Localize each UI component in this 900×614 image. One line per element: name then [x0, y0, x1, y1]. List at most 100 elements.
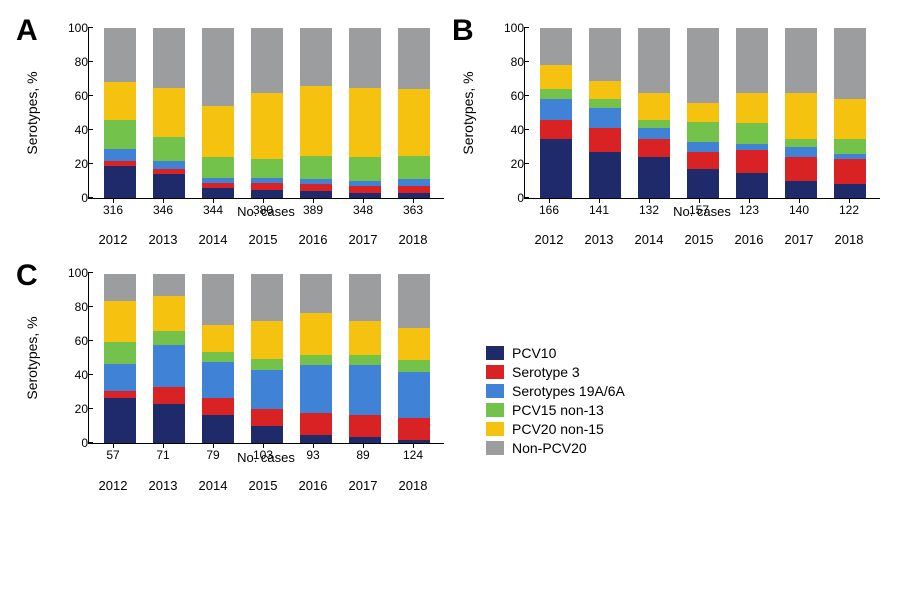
y-tick: 80: [56, 300, 88, 314]
segment-pcv10: [300, 191, 332, 198]
segment-pcv20non15: [785, 93, 817, 139]
segment-pcv15non13: [540, 89, 572, 99]
bar: [349, 28, 381, 198]
y-tick: 20: [56, 402, 88, 416]
segment-sero19a6a: [398, 372, 430, 418]
segment-nonpcv20: [687, 28, 719, 103]
segment-pcv10: [589, 152, 621, 198]
x-tick-case: 389: [297, 199, 329, 217]
segment-nonpcv20: [300, 28, 332, 86]
x-tick-year: 2013: [147, 233, 179, 247]
segment-pcv10: [202, 415, 234, 444]
chart-wrap: Serotypes, %020406080100: [456, 20, 880, 199]
y-axis-label: Serotypes, %: [24, 317, 40, 400]
segment-pcv20non15: [251, 321, 283, 358]
y-tick: 20: [56, 157, 88, 171]
segment-pcv15non13: [834, 139, 866, 154]
segment-pcv15non13: [785, 139, 817, 148]
bar: [736, 28, 768, 198]
segment-sero19a6a: [540, 99, 572, 119]
legend-label: Serotypes 19A/6A: [512, 383, 625, 399]
bar: [104, 28, 136, 198]
panel-c: CSerotypes, %020406080100577179103938912…: [20, 265, 444, 492]
x-tick-case: 57: [97, 444, 129, 462]
segment-sero3: [785, 157, 817, 181]
segment-sero19a6a: [349, 365, 381, 414]
y-tick: 100: [56, 21, 88, 35]
segment-sero3: [251, 409, 283, 426]
legend-label: Non-PCV20: [512, 440, 587, 456]
bar: [104, 274, 136, 444]
segment-pcv20non15: [104, 301, 136, 342]
segment-pcv20non15: [638, 93, 670, 120]
segment-pcv10: [540, 139, 572, 199]
segment-sero3: [251, 183, 283, 190]
segment-pcv15non13: [104, 120, 136, 149]
segment-pcv10: [349, 437, 381, 444]
bar: [202, 28, 234, 198]
stacked-bar-plot: [524, 28, 880, 199]
panel-b: BSerotypes, %020406080100166141132157123…: [456, 20, 880, 247]
segment-pcv20non15: [736, 93, 768, 124]
y-tick: 100: [56, 266, 88, 280]
legend-swatch: [486, 403, 504, 417]
x-tick-year: 2018: [397, 233, 429, 247]
segment-pcv10: [153, 174, 185, 198]
legend-swatch: [486, 346, 504, 360]
segment-pcv15non13: [202, 352, 234, 362]
legend-swatch: [486, 384, 504, 398]
y-tick: 20: [492, 157, 524, 171]
x-tick-year: 2016: [733, 233, 765, 247]
segment-sero3: [349, 186, 381, 193]
x-tick-year: 2013: [583, 233, 615, 247]
segment-sero3: [398, 186, 430, 193]
x-tick-case: 89: [347, 444, 379, 462]
bar: [834, 28, 866, 198]
legend-item-sero3: Serotype 3: [486, 364, 880, 380]
y-axis: Serotypes, %020406080100: [486, 28, 524, 198]
x-tick-year: 2014: [633, 233, 665, 247]
x-tick-case: 141: [583, 199, 615, 217]
segment-pcv20non15: [300, 313, 332, 356]
segment-sero3: [398, 418, 430, 440]
segment-pcv15non13: [300, 156, 332, 180]
segment-pcv20non15: [540, 65, 572, 89]
segment-pcv20non15: [300, 86, 332, 156]
x-ticks-years: 2012201320142015201620172018: [494, 221, 880, 247]
bar: [300, 274, 332, 444]
segment-pcv15non13: [736, 123, 768, 143]
x-tick-case: 122: [833, 199, 865, 217]
segment-pcv20non15: [202, 106, 234, 157]
x-tick-case: 79: [197, 444, 229, 462]
segment-pcv10: [153, 404, 185, 443]
segment-sero19a6a: [638, 128, 670, 138]
x-tick-case: 363: [397, 199, 429, 217]
segment-sero3: [300, 413, 332, 435]
x-tick-year: 2014: [197, 479, 229, 493]
x-tick-case: 348: [347, 199, 379, 217]
x-tick-year: 2017: [347, 479, 379, 493]
segment-sero3: [540, 120, 572, 139]
segment-sero19a6a: [785, 147, 817, 157]
x-ticks-years: 2012201320142015201620172018: [58, 467, 444, 493]
segment-pcv10: [349, 193, 381, 198]
y-axis-label: Serotypes, %: [460, 71, 476, 154]
legend-label: Serotype 3: [512, 364, 580, 380]
segment-sero19a6a: [202, 362, 234, 398]
x-tick-case: 71: [147, 444, 179, 462]
legend: PCV10Serotype 3Serotypes 19A/6APCV15 non…: [456, 265, 880, 492]
segment-nonpcv20: [104, 28, 136, 82]
segment-nonpcv20: [349, 28, 381, 88]
x-tick-case: 93: [297, 444, 329, 462]
segment-nonpcv20: [785, 28, 817, 93]
y-tick: 40: [56, 123, 88, 137]
y-tick: 0: [56, 191, 88, 205]
segment-nonpcv20: [153, 274, 185, 296]
segment-nonpcv20: [251, 274, 283, 322]
segment-pcv20non15: [104, 82, 136, 119]
segment-sero3: [300, 184, 332, 191]
x-tick-year: 2018: [397, 479, 429, 493]
segment-pcv20non15: [153, 88, 185, 137]
y-axis-label: Serotypes, %: [24, 71, 40, 154]
stacked-bar-plot: [88, 28, 444, 199]
